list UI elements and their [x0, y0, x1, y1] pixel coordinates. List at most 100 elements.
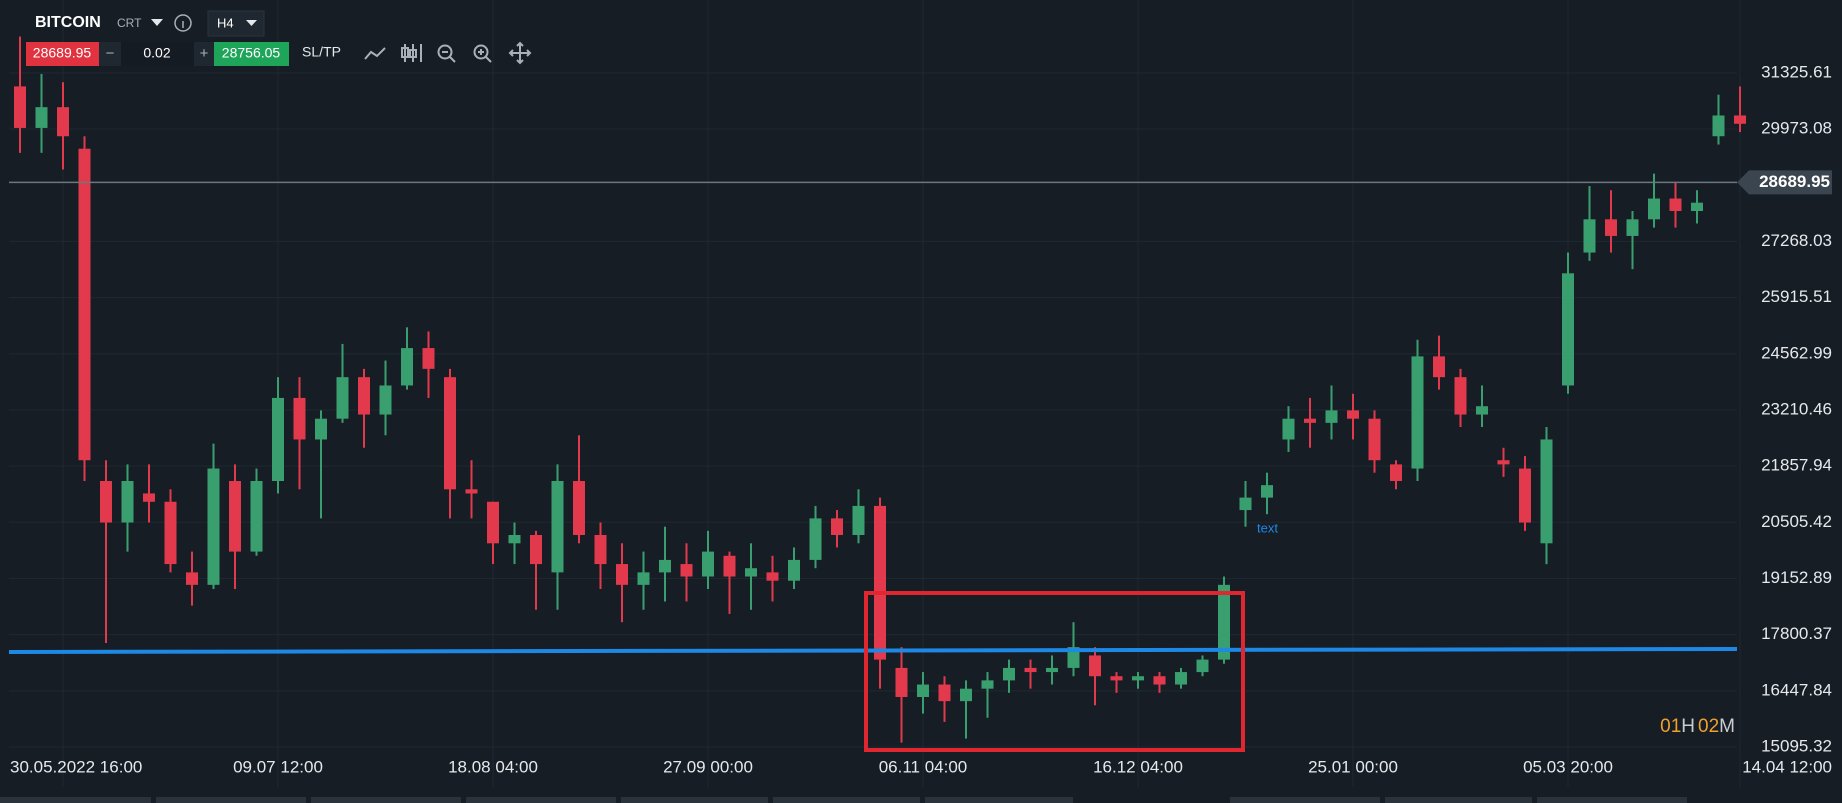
candle-body — [788, 559, 800, 581]
candle-body — [1003, 667, 1015, 681]
candle-body — [1712, 115, 1725, 137]
candle-body — [508, 534, 521, 544]
pan-icon[interactable] — [508, 41, 532, 65]
candle-body — [1046, 667, 1058, 673]
grid — [9, 0, 1741, 787]
candle-body — [358, 377, 370, 415]
tab[interactable] — [466, 797, 616, 803]
symbol[interactable]: BITCOIN — [35, 14, 101, 31]
sell-button[interactable] — [26, 42, 99, 66]
timer-hours: 01 — [1660, 716, 1681, 737]
sltp-button[interactable]: SL/TP — [302, 44, 341, 60]
candle-body — [1132, 676, 1144, 681]
candle-body — [831, 518, 843, 535]
line-chart-icon[interactable] — [364, 47, 386, 60]
candle-body — [1261, 485, 1273, 498]
candle-body — [895, 667, 908, 697]
plus-button[interactable]: + — [200, 45, 209, 62]
candle-body — [1540, 439, 1553, 544]
candle-body — [616, 564, 628, 585]
candle-body — [1067, 647, 1080, 668]
candle-body — [1433, 356, 1445, 378]
tab[interactable] — [156, 797, 306, 803]
y-tick-label: 15095.32 — [1761, 737, 1832, 756]
candle-body — [874, 505, 886, 660]
candle-body — [35, 107, 48, 128]
candle-body — [1024, 667, 1037, 673]
candle-body — [1669, 198, 1682, 212]
x-tick-label: 30.05.2022 16:00 — [10, 757, 142, 776]
candle-body — [1347, 410, 1359, 419]
candle-body — [1282, 418, 1295, 440]
candle-body — [379, 385, 392, 415]
tab[interactable] — [311, 797, 461, 803]
candle-body — [551, 480, 564, 573]
tab[interactable] — [925, 797, 1073, 803]
minus-button[interactable]: − — [106, 45, 115, 62]
tab[interactable] — [1537, 797, 1687, 803]
last-price-label: 28689.95 — [1759, 172, 1830, 191]
x-tick-label: 09.07 12:00 — [233, 757, 323, 776]
sell-price[interactable]: 28689.95 — [33, 45, 92, 61]
highlight-box[interactable] — [864, 591, 1245, 752]
tab[interactable] — [621, 797, 768, 803]
candle-body — [1583, 219, 1596, 253]
candle-body — [573, 480, 585, 535]
candle-body — [78, 148, 91, 461]
quantity[interactable]: 0.02 — [143, 45, 170, 61]
candle-body — [702, 551, 714, 577]
candle-body — [594, 534, 607, 565]
candle-body — [981, 680, 994, 689]
account[interactable]: CRT — [117, 16, 142, 30]
timeframe[interactable]: H4 — [217, 15, 234, 30]
support-line[interactable] — [8, 647, 1738, 654]
timer-minutes: 02 — [1698, 716, 1719, 737]
candle-body — [422, 348, 435, 369]
tab[interactable] — [773, 797, 920, 803]
candle-body — [100, 480, 112, 523]
bottom-tabs — [0, 797, 1687, 803]
candle-body — [1325, 410, 1338, 423]
tab[interactable] — [0, 797, 151, 803]
candle-body — [57, 107, 69, 137]
tab[interactable] — [1230, 797, 1380, 803]
timeframe-box[interactable] — [207, 10, 265, 37]
y-tick-label: 25915.51 — [1761, 287, 1832, 306]
candle-body — [659, 559, 671, 573]
candle-body — [1368, 418, 1381, 461]
x-tick-label: 18.08 04:00 — [448, 757, 538, 776]
info-icon[interactable] — [174, 14, 192, 32]
buy-price[interactable]: 28756.05 — [222, 45, 281, 61]
candle-body — [229, 480, 241, 552]
candle-body — [960, 688, 972, 702]
quantity-input[interactable] — [121, 42, 194, 66]
zoom-out-icon[interactable] — [437, 44, 456, 63]
y-tick-label: 16447.84 — [1761, 680, 1832, 699]
dropdown-arrow[interactable] — [246, 20, 257, 26]
candle-body — [143, 493, 155, 502]
candle-body — [680, 564, 693, 577]
y-tick-label: 27268.03 — [1761, 231, 1832, 250]
candle-body — [766, 572, 779, 581]
dropdown-arrow[interactable] — [151, 19, 163, 26]
candle-body — [938, 684, 951, 702]
annotation-text[interactable]: text — [1257, 520, 1278, 535]
timer-h: H — [1681, 716, 1695, 737]
x-tick-label: 25.01 00:00 — [1308, 757, 1398, 776]
candle-body — [1734, 115, 1746, 124]
last-price-tag — [1737, 170, 1832, 195]
candle-body — [852, 505, 865, 535]
candle-body — [917, 684, 929, 697]
candle-body — [1196, 659, 1209, 673]
tab[interactable] — [1385, 797, 1532, 803]
candle-body — [723, 555, 736, 577]
x-tick-label: 05.03 20:00 — [1523, 757, 1613, 776]
y-tick-label: 17800.37 — [1761, 624, 1832, 643]
buy-button[interactable] — [214, 42, 289, 66]
candle-body — [401, 348, 413, 386]
zoom-in-icon[interactable] — [473, 44, 492, 63]
candle-body — [315, 418, 327, 440]
candle-chart-icon[interactable] — [401, 44, 422, 62]
candle-body — [1519, 468, 1531, 523]
